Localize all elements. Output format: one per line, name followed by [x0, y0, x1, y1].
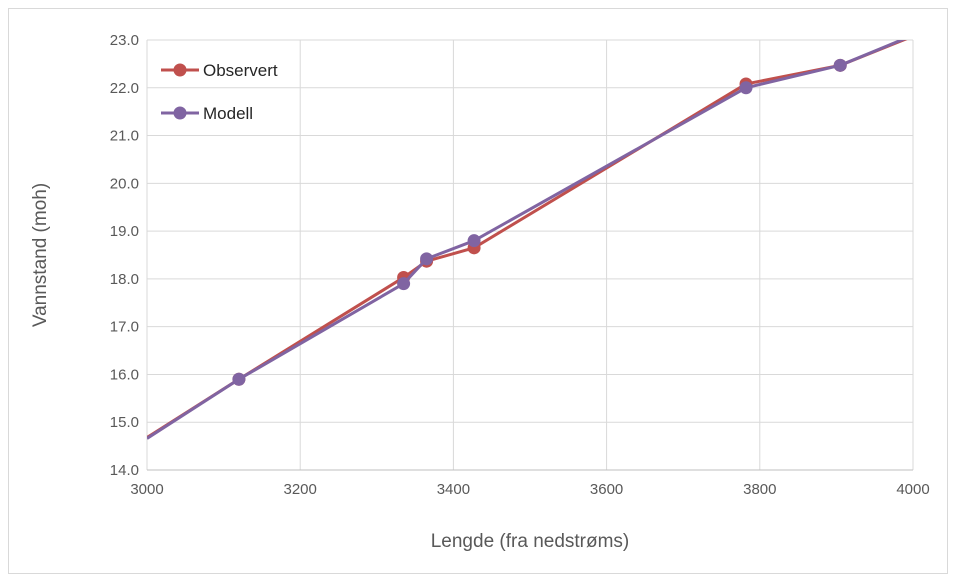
y-tick-label: 18.0 [110, 271, 139, 288]
series-modell [147, 40, 906, 440]
legend-marker [173, 106, 187, 120]
x-tick-label: 4000 [896, 481, 929, 498]
legend-label: Modell [203, 104, 253, 123]
x-tick-label: 3400 [437, 481, 470, 498]
y-tick-label: 19.0 [110, 223, 139, 240]
data-point [232, 372, 246, 386]
legend-item-modell: Modell [161, 104, 253, 123]
legend-marker [173, 63, 187, 77]
y-tick-label: 23.0 [110, 32, 139, 49]
y-tick-label: 22.0 [110, 80, 139, 97]
series-observert [147, 40, 908, 439]
y-axis-title: Vannstand (moh) [30, 183, 51, 327]
y-axis-ticks: 14.0 15.0 16.0 17.0 18.0 19.0 20.0 21.0 22.0 23.0 [110, 32, 139, 479]
data-point [467, 234, 481, 248]
y-tick-label: 17.0 [110, 319, 139, 336]
legend-item-observert: Observert [161, 61, 278, 80]
series-line [147, 40, 908, 439]
data-point [739, 81, 753, 95]
grid [146, 39, 914, 471]
x-tick-label: 3000 [130, 481, 163, 498]
x-axis-title: Lengde (fra nedstrøms) [431, 531, 630, 552]
data-point [833, 58, 847, 72]
chart-frame [8, 8, 948, 574]
legend-label: Observert [203, 61, 278, 80]
x-tick-label: 3800 [743, 481, 776, 498]
series-line [147, 40, 906, 440]
x-tick-label: 3200 [284, 481, 317, 498]
y-tick-label: 20.0 [110, 175, 139, 192]
y-tick-label: 14.0 [110, 462, 139, 479]
data-point [420, 252, 434, 266]
y-tick-label: 16.0 [110, 366, 139, 383]
y-tick-label: 21.0 [110, 128, 139, 145]
data-point [397, 277, 411, 291]
series-layer [147, 40, 908, 440]
x-axis-ticks: 3000 3200 3400 3600 3800 4000 [130, 481, 929, 498]
legend: Observert Modell [161, 61, 278, 123]
y-tick-label: 15.0 [110, 414, 139, 431]
x-tick-label: 3600 [590, 481, 623, 498]
